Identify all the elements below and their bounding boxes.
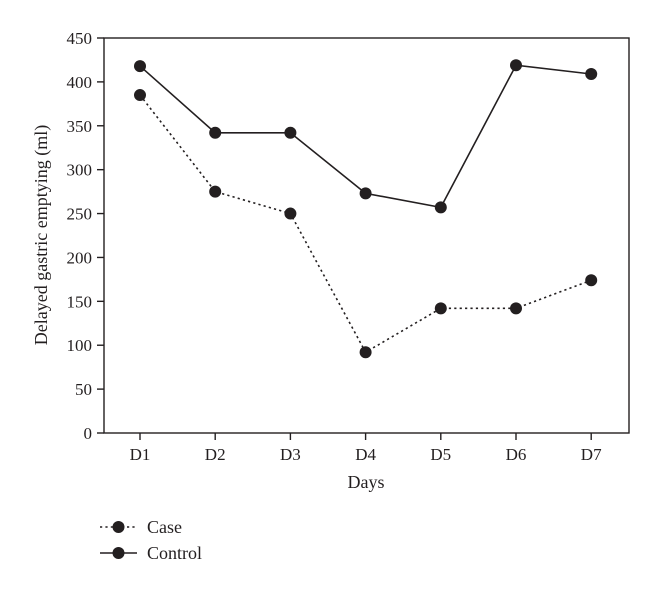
y-tick-label: 200 — [67, 248, 93, 267]
data-point-case-d7 — [585, 274, 598, 287]
data-point-control-d3 — [284, 126, 297, 139]
data-point-case-d2 — [209, 185, 222, 198]
data-point-case-d3 — [284, 207, 297, 220]
y-axis: 0 50 100 150 200 250 300 350 400 450 — [67, 29, 104, 443]
x-tick-label: D4 — [355, 445, 376, 464]
x-tick-label: D5 — [430, 445, 451, 464]
y-tick-label: 50 — [75, 380, 92, 399]
x-tick-label: D7 — [581, 445, 602, 464]
data-point-case-d1 — [134, 89, 146, 102]
data-point-case-d5 — [434, 302, 447, 315]
series-line-control — [139, 64, 592, 209]
x-tick-label: D1 — [130, 445, 151, 464]
legend: Case Control — [100, 517, 202, 563]
legend-marker-control — [112, 547, 125, 559]
x-tick-label: D6 — [506, 445, 527, 464]
y-tick-label: 0 — [84, 424, 93, 443]
y-tick-label: 450 — [67, 29, 93, 48]
legend-label-control: Control — [147, 543, 202, 563]
y-tick-label: 300 — [67, 161, 93, 180]
legend-marker-case — [112, 521, 125, 533]
y-tick-label: 400 — [67, 73, 93, 92]
data-point-case-d4 — [359, 346, 372, 359]
data-point-case-d6 — [510, 302, 522, 315]
data-point-control-d1 — [134, 60, 146, 73]
data-point-control-d2 — [209, 126, 222, 139]
data-point-control-d6 — [510, 59, 522, 72]
plot-area-frame — [103, 37, 630, 434]
y-tick-label: 250 — [67, 205, 93, 224]
data-point-control-d7 — [585, 67, 598, 80]
series-layer — [134, 59, 598, 359]
data-point-control-d4 — [359, 187, 372, 200]
y-axis-label: Delayed gastric emptying (ml) — [31, 125, 52, 345]
y-tick-label: 100 — [67, 336, 93, 355]
x-tick-label: D3 — [280, 445, 301, 464]
y-tick-label: 150 — [67, 292, 93, 311]
x-axis: D1 D2 D3 D4 D5 D6 D7 — [130, 433, 602, 464]
legend-label-case: Case — [147, 517, 182, 537]
y-tick-label: 350 — [67, 117, 93, 136]
x-tick-label: D2 — [205, 445, 226, 464]
x-axis-label: Days — [348, 472, 385, 492]
series-line-case — [139, 94, 592, 354]
data-point-control-d5 — [434, 201, 447, 214]
